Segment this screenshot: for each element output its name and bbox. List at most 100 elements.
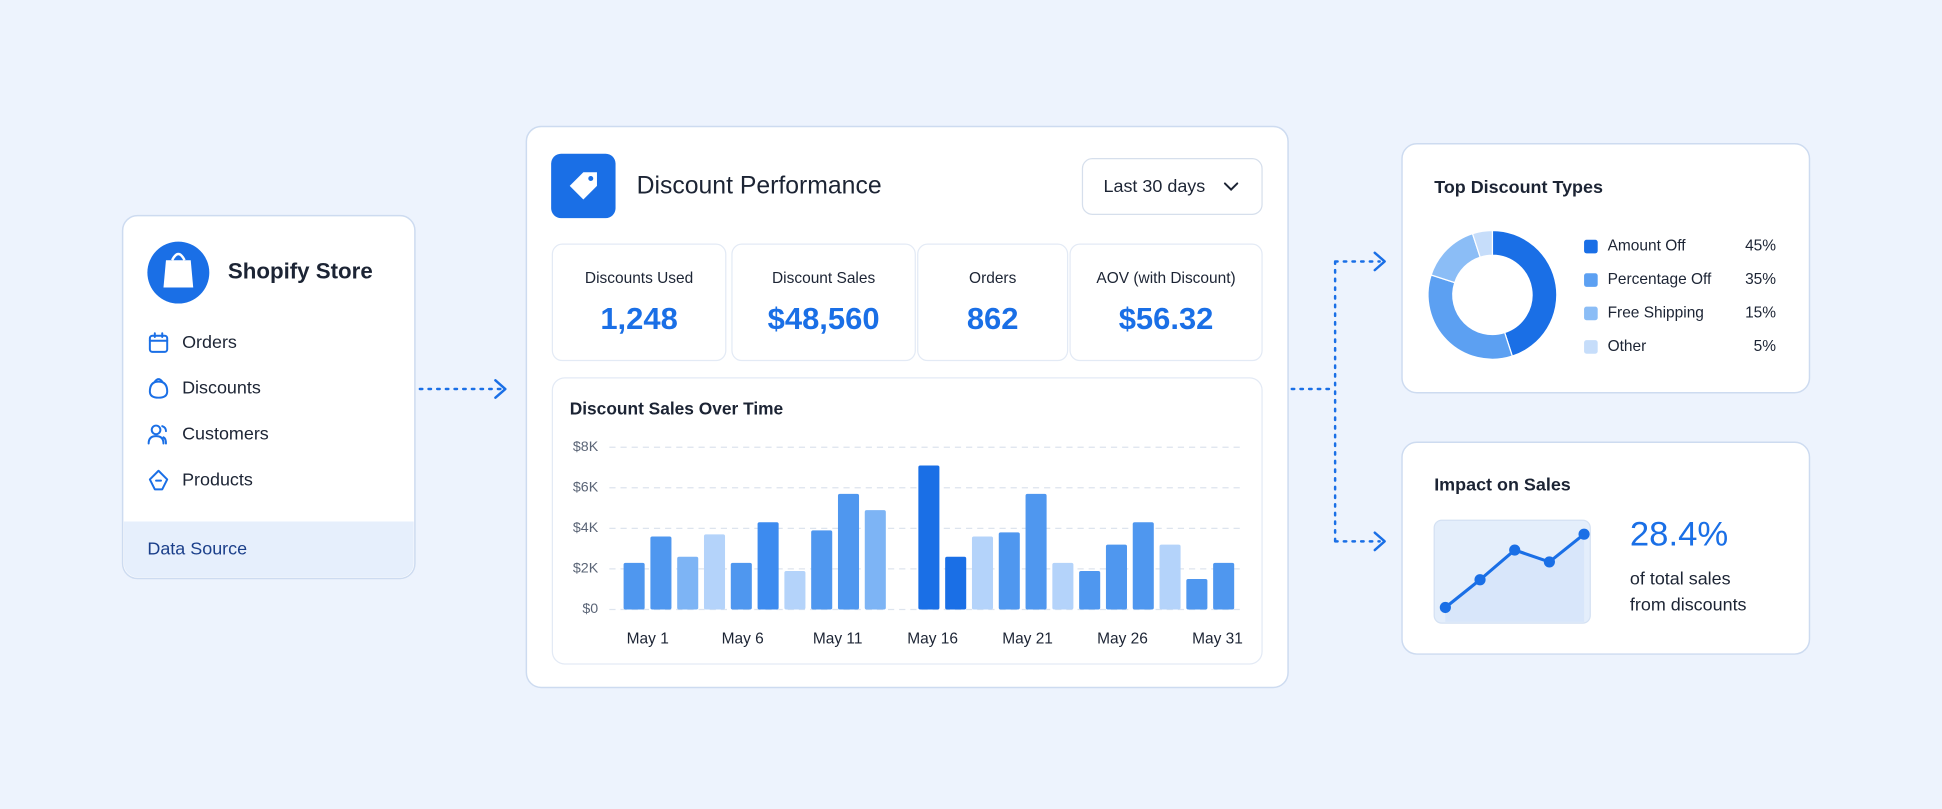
x-tick-label: May 26 xyxy=(1097,630,1148,647)
line-point xyxy=(1439,601,1451,614)
bar xyxy=(1079,570,1101,610)
nav-item[interactable]: Orders xyxy=(182,332,237,352)
bar xyxy=(1052,562,1074,610)
dropdown-chevron[interactable] xyxy=(1223,182,1239,192)
sidebar: Shopify Store Orders Discounts Customers… xyxy=(121,214,416,580)
orders-icon-detail xyxy=(148,332,169,342)
sidebar-footer: Data Source xyxy=(147,539,247,559)
line-point xyxy=(1578,528,1590,540)
x-tick-label: May 16 xyxy=(907,630,958,647)
bar-chart: $0 $2K $4K $6K $8K May 1 May 6 May 11 May 16 May … xyxy=(573,439,1243,647)
y-tick-label: $4K xyxy=(573,520,599,536)
donut-chart: Amount Off 45% Percentage Off 35% Free Shipp… xyxy=(1427,229,1776,360)
bar xyxy=(650,536,672,610)
kpi-label: AOV (with Discount) xyxy=(1096,270,1235,287)
bar xyxy=(784,570,806,610)
connector xyxy=(1290,260,1381,543)
connector-arrow xyxy=(494,379,507,399)
sidebar-card xyxy=(121,214,416,580)
bar xyxy=(1213,562,1235,610)
customers-icon xyxy=(150,424,162,436)
x-tick-label: May 11 xyxy=(813,630,863,647)
nav-item[interactable]: Customers xyxy=(182,424,269,444)
bar xyxy=(757,522,779,610)
chart-title: Discount Sales Over Time xyxy=(570,399,784,419)
bar xyxy=(1025,493,1047,610)
bar xyxy=(730,562,752,610)
legend-label: Amount Off xyxy=(1608,238,1687,255)
top-types: Top Discount Types Amount Off 45% Percenta… xyxy=(1401,143,1811,394)
bar xyxy=(971,536,994,610)
kpi-value: $56.32 xyxy=(1119,301,1214,336)
x-tick-label: May 21 xyxy=(1002,630,1053,647)
donut-slice xyxy=(1491,229,1558,357)
kpi-value: 1,248 xyxy=(600,301,677,336)
range-dropdown[interactable] xyxy=(1081,158,1263,216)
y-tick-label: $6K xyxy=(573,480,599,496)
donut-slice xyxy=(1471,229,1494,258)
legend-label: Other xyxy=(1608,338,1647,355)
bar xyxy=(811,530,833,610)
kpi-card xyxy=(551,243,727,362)
types-title: Top Discount Types xyxy=(1434,177,1603,197)
line-area xyxy=(1445,534,1585,622)
line-point xyxy=(1474,574,1486,586)
x-tick-label: May 1 xyxy=(627,630,669,647)
legend-swatch xyxy=(1584,239,1598,254)
bar xyxy=(864,510,886,610)
connector-arrow xyxy=(1373,531,1386,552)
tag-icon-hole xyxy=(588,175,594,181)
kpi-card xyxy=(731,243,916,362)
impact-caption: of total sales xyxy=(1630,568,1731,588)
impact-stat: 28.4% xyxy=(1630,516,1728,554)
bar xyxy=(703,534,726,610)
y-tick-label: $2K xyxy=(573,561,599,577)
legend-value: 15% xyxy=(1745,305,1776,322)
types-card xyxy=(1401,143,1811,394)
kpi-value: 862 xyxy=(967,301,1019,336)
kpi-label: Orders xyxy=(969,270,1017,287)
dashboard: Discount Performance Last 30 days Discou… xyxy=(525,125,1289,689)
bar xyxy=(945,556,967,610)
sidebar-footer-bg xyxy=(123,521,414,578)
store-logo-handle xyxy=(171,252,186,261)
legend-label: Percentage Off xyxy=(1608,271,1712,288)
bar xyxy=(1159,544,1181,610)
bar xyxy=(1186,579,1208,610)
customers-icon-detail xyxy=(147,425,167,445)
kpi-value: $48,560 xyxy=(768,301,880,336)
connector-arrow xyxy=(1373,251,1386,272)
store-logo-bag xyxy=(163,260,194,288)
legend-label: Free Shipping xyxy=(1608,305,1704,322)
y-tick-label: $0 xyxy=(582,601,598,617)
chart-card xyxy=(551,377,1263,665)
kpi-label: Discounts Used xyxy=(585,270,693,287)
kpi-card xyxy=(917,243,1069,362)
donut-slice xyxy=(1427,274,1514,360)
nav-item[interactable]: Products xyxy=(182,469,253,489)
y-tick-label: $8K xyxy=(573,439,599,455)
legend-swatch xyxy=(1584,273,1598,287)
nav-item[interactable]: Discounts xyxy=(182,378,261,398)
kpi-label: Discount Sales xyxy=(772,270,875,287)
line-chart xyxy=(1439,528,1590,622)
bar xyxy=(677,556,699,610)
bar xyxy=(623,562,645,610)
impact-title: Impact on Sales xyxy=(1434,474,1571,494)
legend-value: 45% xyxy=(1745,238,1776,255)
bar xyxy=(918,465,940,610)
bar xyxy=(837,493,860,610)
bar xyxy=(1132,522,1154,610)
x-tick-label: May 6 xyxy=(722,630,764,647)
bar xyxy=(998,532,1020,610)
legend-value: 35% xyxy=(1745,271,1776,288)
range-label[interactable]: Last 30 days xyxy=(1104,176,1206,196)
orders-icon xyxy=(148,334,169,353)
dashboard-title: Discount Performance xyxy=(637,173,882,200)
impact-caption: from discounts xyxy=(1630,594,1747,614)
sidebar-title: Shopify Store xyxy=(228,258,373,283)
impact: Impact on Sales 28.4% of total sales fro… xyxy=(1401,441,1811,655)
discounts-icon xyxy=(148,378,169,399)
